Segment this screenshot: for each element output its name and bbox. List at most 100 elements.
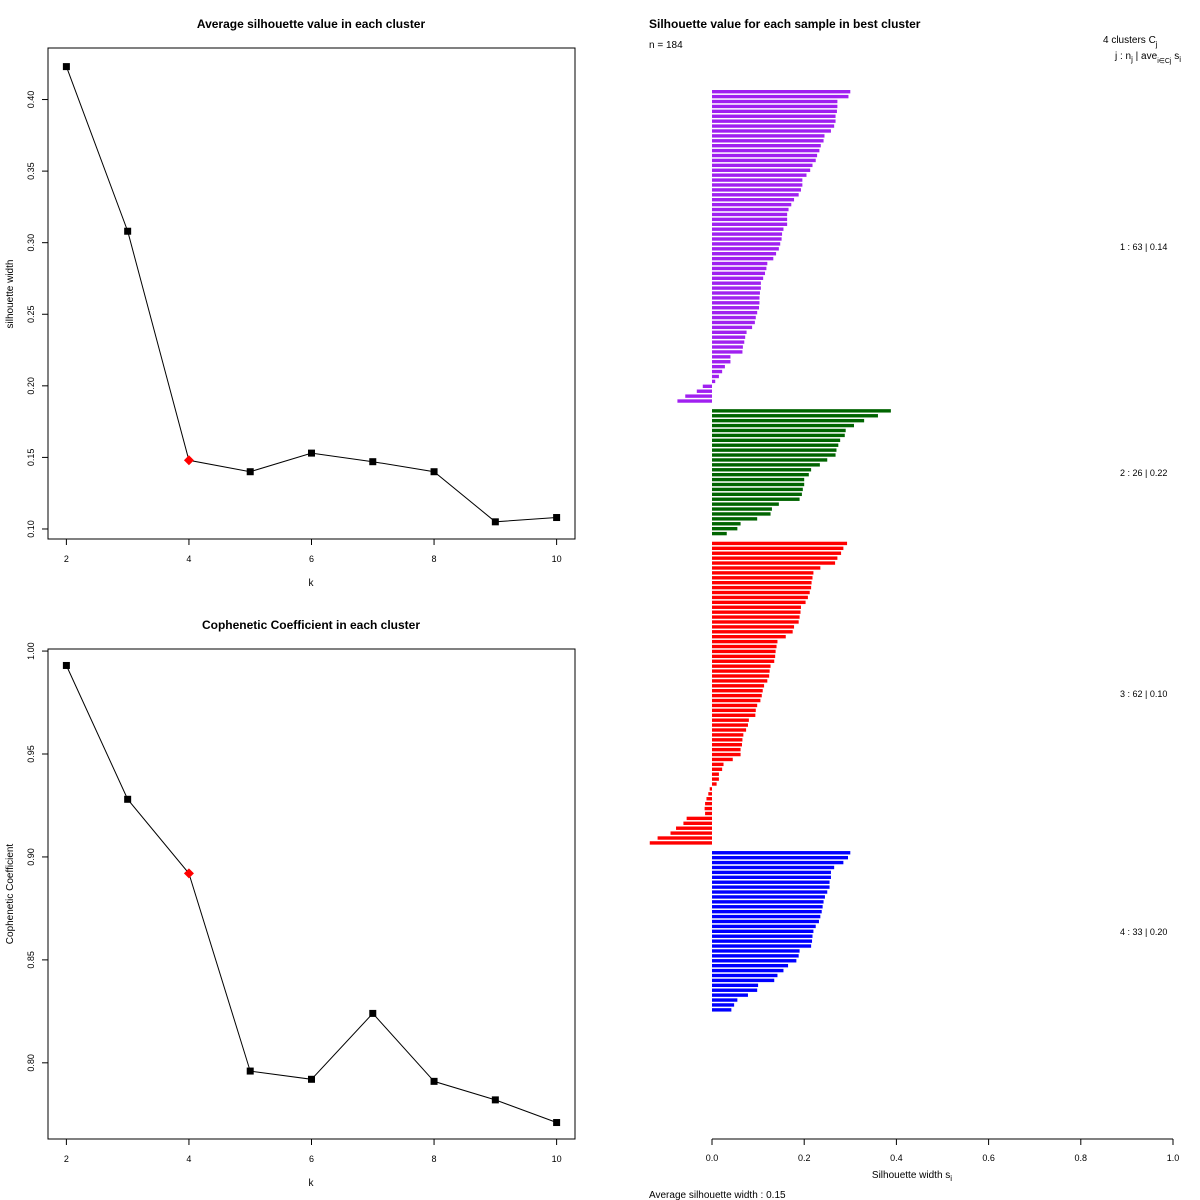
silhouette-bar bbox=[712, 885, 830, 889]
subheader-sub-3: i bbox=[1179, 55, 1181, 64]
silhouette-bar bbox=[712, 919, 819, 924]
x-axis-label: k bbox=[309, 578, 315, 589]
silhouette-bar bbox=[709, 787, 712, 791]
silhouette-bar bbox=[712, 281, 761, 285]
silhouette-bar-chart: Silhouette value for each sample in best… bbox=[649, 17, 1181, 1200]
silhouette-bar bbox=[712, 939, 813, 943]
silhouette-bar bbox=[712, 158, 816, 163]
silhouette-bar bbox=[712, 512, 771, 516]
silhouette-bar bbox=[712, 482, 805, 487]
silhouette-bar bbox=[712, 477, 805, 482]
silhouette-bar bbox=[712, 777, 719, 781]
silhouette-bar bbox=[712, 163, 813, 168]
silhouette-bar bbox=[712, 659, 775, 663]
silhouette-bar bbox=[712, 900, 824, 904]
silhouette-bar bbox=[712, 247, 779, 251]
silhouette-bar bbox=[712, 743, 742, 747]
silhouette-bar bbox=[712, 252, 777, 256]
silhouette-bar bbox=[712, 114, 836, 118]
silhouette-bar bbox=[712, 983, 759, 988]
silhouette-bar bbox=[712, 296, 760, 300]
silhouette-bar bbox=[712, 227, 784, 231]
silhouette-bar bbox=[712, 242, 781, 246]
silhouette-bar bbox=[712, 193, 799, 197]
silhouette-bar bbox=[712, 973, 778, 978]
data-point bbox=[430, 468, 438, 476]
silhouette-bar bbox=[712, 703, 758, 708]
data-series bbox=[62, 661, 561, 1127]
silhouette-bar bbox=[712, 222, 788, 226]
silhouette-bar bbox=[712, 202, 792, 207]
y-tick-label: 1.00 bbox=[26, 642, 36, 660]
silhouette-bar bbox=[712, 914, 821, 919]
clusters-header-sub: j bbox=[1155, 40, 1158, 49]
silhouette-bar bbox=[677, 399, 712, 403]
cluster-label: 2 : 26 | 0.22 bbox=[1120, 468, 1167, 478]
data-point bbox=[369, 1009, 377, 1017]
silhouette-bar bbox=[712, 581, 812, 585]
silhouette-bar bbox=[712, 767, 723, 771]
x-tick-label: 8 bbox=[432, 554, 437, 564]
x-tick-label: 1.0 bbox=[1167, 1153, 1180, 1163]
silhouette-bar bbox=[712, 443, 839, 447]
data-point bbox=[62, 63, 70, 71]
silhouette-bar bbox=[712, 929, 814, 934]
silhouette-bar bbox=[712, 310, 758, 315]
silhouette-bar bbox=[712, 207, 789, 212]
x-tick-label: 2 bbox=[64, 554, 69, 564]
silhouette-bar bbox=[712, 487, 803, 492]
silhouette-bar bbox=[712, 674, 770, 678]
silhouette-bar bbox=[712, 168, 811, 172]
silhouette-bar bbox=[712, 644, 777, 649]
data-point bbox=[369, 458, 377, 466]
silhouette-bar bbox=[670, 831, 712, 835]
silhouette-bar bbox=[712, 315, 756, 320]
silhouette-bar bbox=[712, 237, 782, 241]
silhouette-bar bbox=[712, 718, 749, 722]
y-axis-label: silhouette width bbox=[5, 260, 16, 329]
best-k-point bbox=[183, 868, 194, 879]
silhouette-bar bbox=[712, 693, 762, 698]
silhouette-bar bbox=[712, 875, 831, 879]
silhouette-bar bbox=[712, 438, 841, 443]
y-tick-label: 0.90 bbox=[26, 848, 36, 866]
silhouette-bar bbox=[712, 364, 725, 369]
silhouette-bar bbox=[712, 104, 838, 109]
silhouette-bar bbox=[712, 256, 774, 261]
silhouette-bar bbox=[712, 954, 799, 958]
y-tick-label: 0.35 bbox=[26, 162, 36, 180]
silhouette-bar bbox=[712, 747, 741, 752]
x-tick-label: 0.2 bbox=[798, 1153, 811, 1163]
x-tick-label: 0.8 bbox=[1075, 1153, 1088, 1163]
silhouette-bar bbox=[712, 860, 844, 865]
silhouette-bar bbox=[712, 448, 837, 452]
silhouette-bar bbox=[712, 325, 753, 330]
y-axis-label: Cophenetic Coefficient bbox=[5, 844, 16, 945]
silhouette-bar bbox=[712, 978, 775, 983]
data-point bbox=[246, 1067, 254, 1075]
y-tick-label: 0.85 bbox=[26, 951, 36, 969]
x-axis-label-sub: i bbox=[950, 1174, 952, 1183]
silhouette-bar bbox=[712, 271, 766, 276]
subheader-sub-1: j bbox=[1130, 55, 1133, 64]
silhouette-bar bbox=[712, 99, 838, 104]
silhouette-bar bbox=[712, 409, 891, 413]
data-point bbox=[491, 1096, 499, 1104]
silhouette-bar bbox=[712, 639, 778, 644]
silhouette-bar bbox=[712, 232, 783, 236]
silhouette-bar bbox=[712, 153, 818, 158]
silhouette-bar bbox=[712, 870, 831, 875]
x-tick-label: 4 bbox=[186, 554, 191, 564]
silhouette-bar bbox=[712, 134, 825, 138]
silhouette-bar bbox=[712, 335, 746, 339]
silhouette-bar bbox=[712, 148, 820, 153]
silhouette-bar bbox=[712, 526, 738, 531]
y-tick-label: 0.20 bbox=[26, 377, 36, 395]
silhouette-bar bbox=[712, 517, 758, 521]
x-axis-label: k bbox=[309, 1178, 315, 1189]
y-tick-label: 0.15 bbox=[26, 449, 36, 467]
silhouette-bar bbox=[712, 522, 741, 526]
silhouette-bar bbox=[712, 630, 793, 634]
silhouette-bar bbox=[712, 905, 823, 909]
silhouette-bar bbox=[712, 752, 741, 757]
